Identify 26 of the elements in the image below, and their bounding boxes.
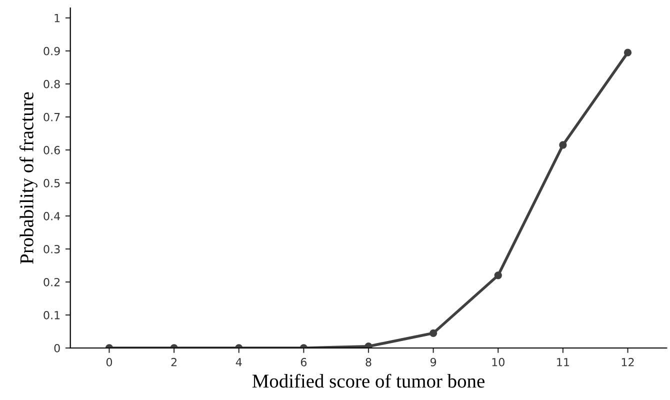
y-tick-label: 0.9 — [44, 46, 60, 56]
x-tick-label: 0 — [106, 358, 112, 366]
y-tick-label: 0.4 — [44, 212, 60, 220]
point — [624, 48, 632, 56]
y-tick-label: 0.8 — [44, 80, 60, 88]
y-tick-label: 0.2 — [44, 278, 60, 286]
x-tick-label: 8 — [366, 358, 372, 366]
y-tick-label: 0.1 — [44, 310, 60, 320]
point — [494, 272, 502, 280]
x-tick-label: 10 — [492, 358, 504, 366]
x-axis-title: Modified score of tumor bone — [252, 374, 484, 388]
point — [559, 141, 567, 149]
y-tick-label: 0 — [54, 344, 60, 352]
x-tick-label: 2 — [171, 358, 176, 366]
y-tick-label: 0.7 — [44, 112, 60, 122]
x-tick-label: 9 — [430, 358, 436, 366]
x-tick-label: 4 — [236, 358, 242, 366]
y-tick-label: 0.6 — [44, 146, 60, 154]
y-axis-title: Probability of fracture — [20, 92, 38, 264]
y-tick-label: 0.3 — [44, 244, 60, 254]
x-tick-label: 11 — [557, 358, 569, 366]
x-tick-label: 12 — [622, 358, 634, 366]
point — [429, 329, 438, 337]
x-tick-label: 6 — [300, 358, 307, 366]
y-tick-label: 1 — [54, 14, 60, 22]
y-tick-label: 0.5 — [44, 178, 60, 188]
